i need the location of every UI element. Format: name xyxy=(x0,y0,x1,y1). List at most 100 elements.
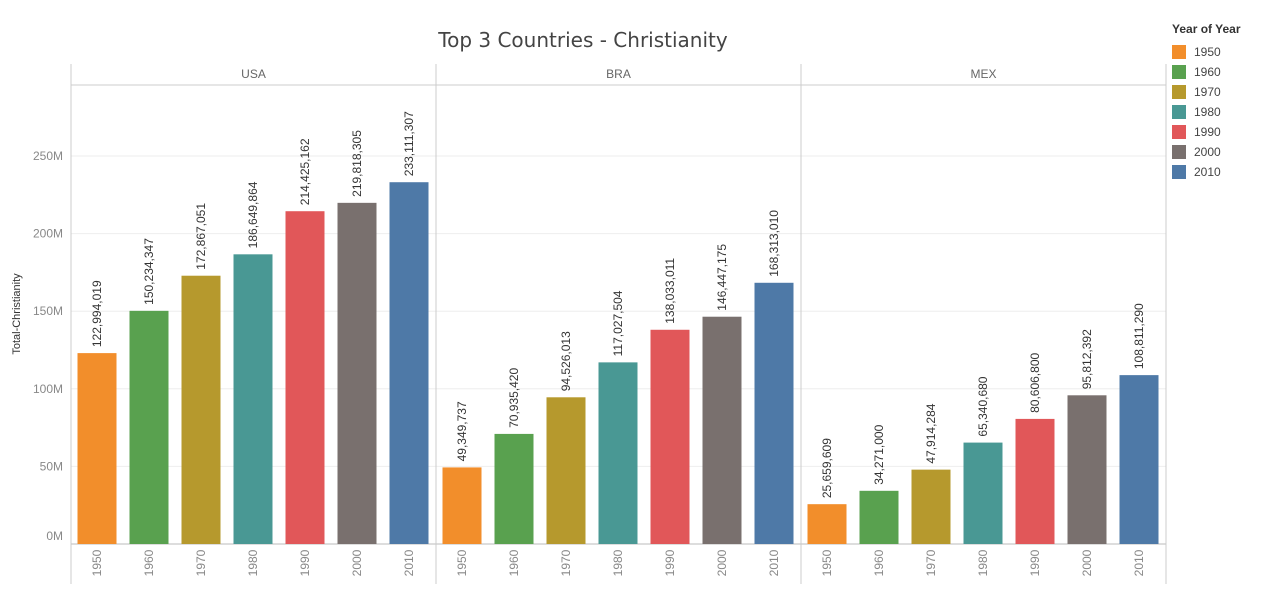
bar xyxy=(963,442,1003,544)
x-tick-label: 1980 xyxy=(976,549,990,576)
bar xyxy=(859,490,899,544)
data-label: 95,812,392 xyxy=(1080,329,1094,389)
legend: Year of Year 1950 1960 1970 1980 1990 2000 201… xyxy=(1172,22,1272,182)
bar xyxy=(807,504,847,544)
panel-label-usa: USA xyxy=(241,67,266,81)
panel-label-bra: BRA xyxy=(606,67,631,81)
data-label: 150,234,347 xyxy=(142,238,156,305)
chart-title: Top 3 Countries - Christianity xyxy=(437,28,728,52)
bar xyxy=(181,275,221,544)
bar xyxy=(598,362,638,544)
x-tick-label: 1990 xyxy=(663,549,677,576)
legend-swatch xyxy=(1172,65,1186,79)
bar xyxy=(702,316,742,544)
y-tick-label: 100M xyxy=(33,382,63,396)
bar xyxy=(77,353,117,544)
x-tick-label: 1950 xyxy=(820,549,834,576)
data-label: 172,867,051 xyxy=(194,203,208,270)
data-label: 146,447,175 xyxy=(715,244,729,311)
x-tick-label: 1990 xyxy=(298,549,312,576)
data-label: 138,033,011 xyxy=(663,258,677,324)
bar xyxy=(754,282,794,544)
data-label: 219,818,305 xyxy=(350,130,364,197)
data-label: 108,811,290 xyxy=(1132,303,1146,369)
data-label: 34,271,000 xyxy=(872,424,886,484)
legend-item: 1990 xyxy=(1172,122,1272,142)
x-tick-label: 1950 xyxy=(90,549,104,576)
bar xyxy=(546,397,586,544)
bar xyxy=(129,310,169,544)
legend-label: 1990 xyxy=(1194,125,1221,139)
x-tick-label: 1970 xyxy=(194,549,208,576)
x-tick-label: 1990 xyxy=(1028,549,1042,576)
bar xyxy=(233,254,273,545)
data-label: 65,340,680 xyxy=(976,376,990,436)
data-label: 70,935,420 xyxy=(507,368,521,428)
legend-item: 1960 xyxy=(1172,62,1272,82)
data-label: 47,914,284 xyxy=(924,403,938,463)
x-tick-label: 2000 xyxy=(1080,549,1094,576)
x-tick-label: 1960 xyxy=(507,549,521,576)
bar xyxy=(650,329,690,544)
bar xyxy=(442,467,482,544)
y-tick-label: 150M xyxy=(33,304,63,318)
plot-area: 0M 50M 100M 150M 200M 250M USA 122,994,019 1950 1… xyxy=(33,64,1167,584)
x-tick-label: 1980 xyxy=(611,549,625,576)
x-tick-label: 1970 xyxy=(924,549,938,576)
x-tick-label: 2010 xyxy=(767,549,781,576)
bar xyxy=(389,182,429,545)
legend-label: 1970 xyxy=(1194,85,1221,99)
data-label: 214,425,162 xyxy=(298,138,312,205)
legend-item: 1980 xyxy=(1172,102,1272,122)
data-label: 117,027,504 xyxy=(611,290,625,356)
data-label: 186,649,864 xyxy=(246,181,260,248)
bar xyxy=(1119,375,1159,544)
bar xyxy=(1067,395,1107,544)
legend-swatch xyxy=(1172,145,1186,159)
y-tick-label: 200M xyxy=(33,227,63,241)
data-label: 168,313,010 xyxy=(767,210,781,277)
legend-swatch xyxy=(1172,45,1186,59)
legend-item: 2000 xyxy=(1172,142,1272,162)
legend-label: 2000 xyxy=(1194,145,1221,159)
legend-label: 1960 xyxy=(1194,65,1221,79)
legend-item: 2010 xyxy=(1172,162,1272,182)
data-label: 25,659,609 xyxy=(820,438,834,498)
data-label: 49,349,737 xyxy=(455,401,469,461)
y-tick-label: 0M xyxy=(46,529,63,543)
legend-swatch xyxy=(1172,165,1186,179)
legend-item: 1950 xyxy=(1172,42,1272,62)
legend-label: 1950 xyxy=(1194,45,1221,59)
data-label: 122,994,019 xyxy=(90,280,104,347)
x-tick-label: 1980 xyxy=(246,549,260,576)
data-label: 80,606,800 xyxy=(1028,353,1042,413)
x-tick-label: 1960 xyxy=(872,549,886,576)
data-label: 94,526,013 xyxy=(559,331,573,391)
legend-items: 1950 1960 1970 1980 1990 2000 2010 xyxy=(1172,42,1272,182)
bar xyxy=(1015,418,1055,544)
legend-label: 1980 xyxy=(1194,105,1221,119)
bar xyxy=(285,211,325,544)
bar xyxy=(337,202,377,545)
x-tick-label: 2000 xyxy=(350,549,364,576)
x-tick-label: 1950 xyxy=(455,549,469,576)
x-tick-label: 1960 xyxy=(142,549,156,576)
x-tick-label: 2010 xyxy=(1132,549,1146,576)
bar xyxy=(494,433,534,544)
data-label: 233,111,307 xyxy=(402,111,416,176)
legend-swatch xyxy=(1172,125,1186,139)
x-tick-label: 1970 xyxy=(559,549,573,576)
bar xyxy=(911,469,951,544)
legend-swatch xyxy=(1172,105,1186,119)
x-tick-label: 2000 xyxy=(715,549,729,576)
legend-swatch xyxy=(1172,85,1186,99)
legend-label: 2010 xyxy=(1194,165,1221,179)
y-tick-label: 250M xyxy=(33,149,63,163)
y-axis-label: Total-Christianity xyxy=(11,273,23,355)
legend-item: 1970 xyxy=(1172,82,1272,102)
y-tick-label: 50M xyxy=(40,459,63,473)
legend-title: Year of Year xyxy=(1172,22,1241,36)
panel-label-mex: MEX xyxy=(970,67,996,81)
x-tick-label: 2010 xyxy=(402,549,416,576)
